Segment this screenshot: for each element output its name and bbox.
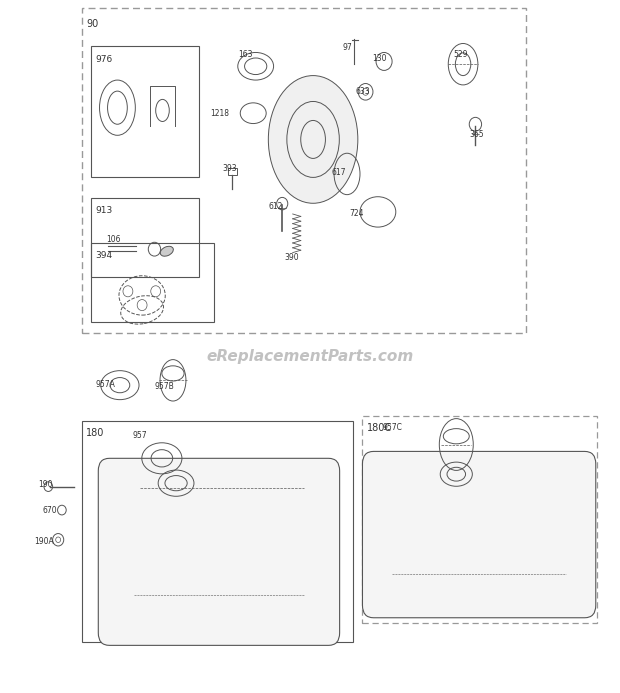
Text: 957C: 957C (383, 423, 403, 432)
Bar (228, 168, 237, 175)
FancyBboxPatch shape (99, 458, 340, 645)
Text: eReplacementParts.com: eReplacementParts.com (206, 349, 414, 365)
Bar (82, 421, 353, 642)
Ellipse shape (268, 76, 358, 203)
Text: 163: 163 (238, 51, 252, 60)
Text: 190A: 190A (34, 537, 54, 546)
Text: 913: 913 (95, 207, 112, 216)
Text: 957B: 957B (154, 382, 174, 391)
Text: 90: 90 (86, 19, 98, 29)
Text: 612: 612 (268, 202, 283, 211)
Text: 106: 106 (106, 236, 121, 245)
Bar (82, 8, 526, 333)
Bar (91, 243, 215, 322)
Text: 365: 365 (469, 130, 484, 139)
Text: 190: 190 (38, 480, 53, 489)
Text: 633: 633 (355, 87, 370, 96)
Bar (91, 46, 199, 177)
Text: 724: 724 (349, 209, 363, 218)
Text: 393: 393 (223, 164, 237, 173)
FancyBboxPatch shape (363, 451, 596, 617)
Text: 1218: 1218 (210, 109, 229, 118)
Text: 670: 670 (42, 506, 57, 515)
Text: 390: 390 (284, 253, 299, 261)
Bar (91, 198, 199, 277)
Text: 957: 957 (133, 430, 148, 439)
Text: 180C: 180C (367, 423, 392, 432)
Text: 617: 617 (332, 168, 346, 177)
Text: 97: 97 (343, 44, 352, 53)
Text: 180: 180 (86, 428, 104, 438)
Text: 130: 130 (372, 54, 386, 63)
Text: 394: 394 (95, 252, 112, 261)
Text: 976: 976 (95, 55, 112, 64)
Text: 957A: 957A (96, 380, 116, 389)
Bar (363, 416, 597, 622)
Text: 529: 529 (454, 51, 468, 60)
Ellipse shape (161, 246, 174, 256)
